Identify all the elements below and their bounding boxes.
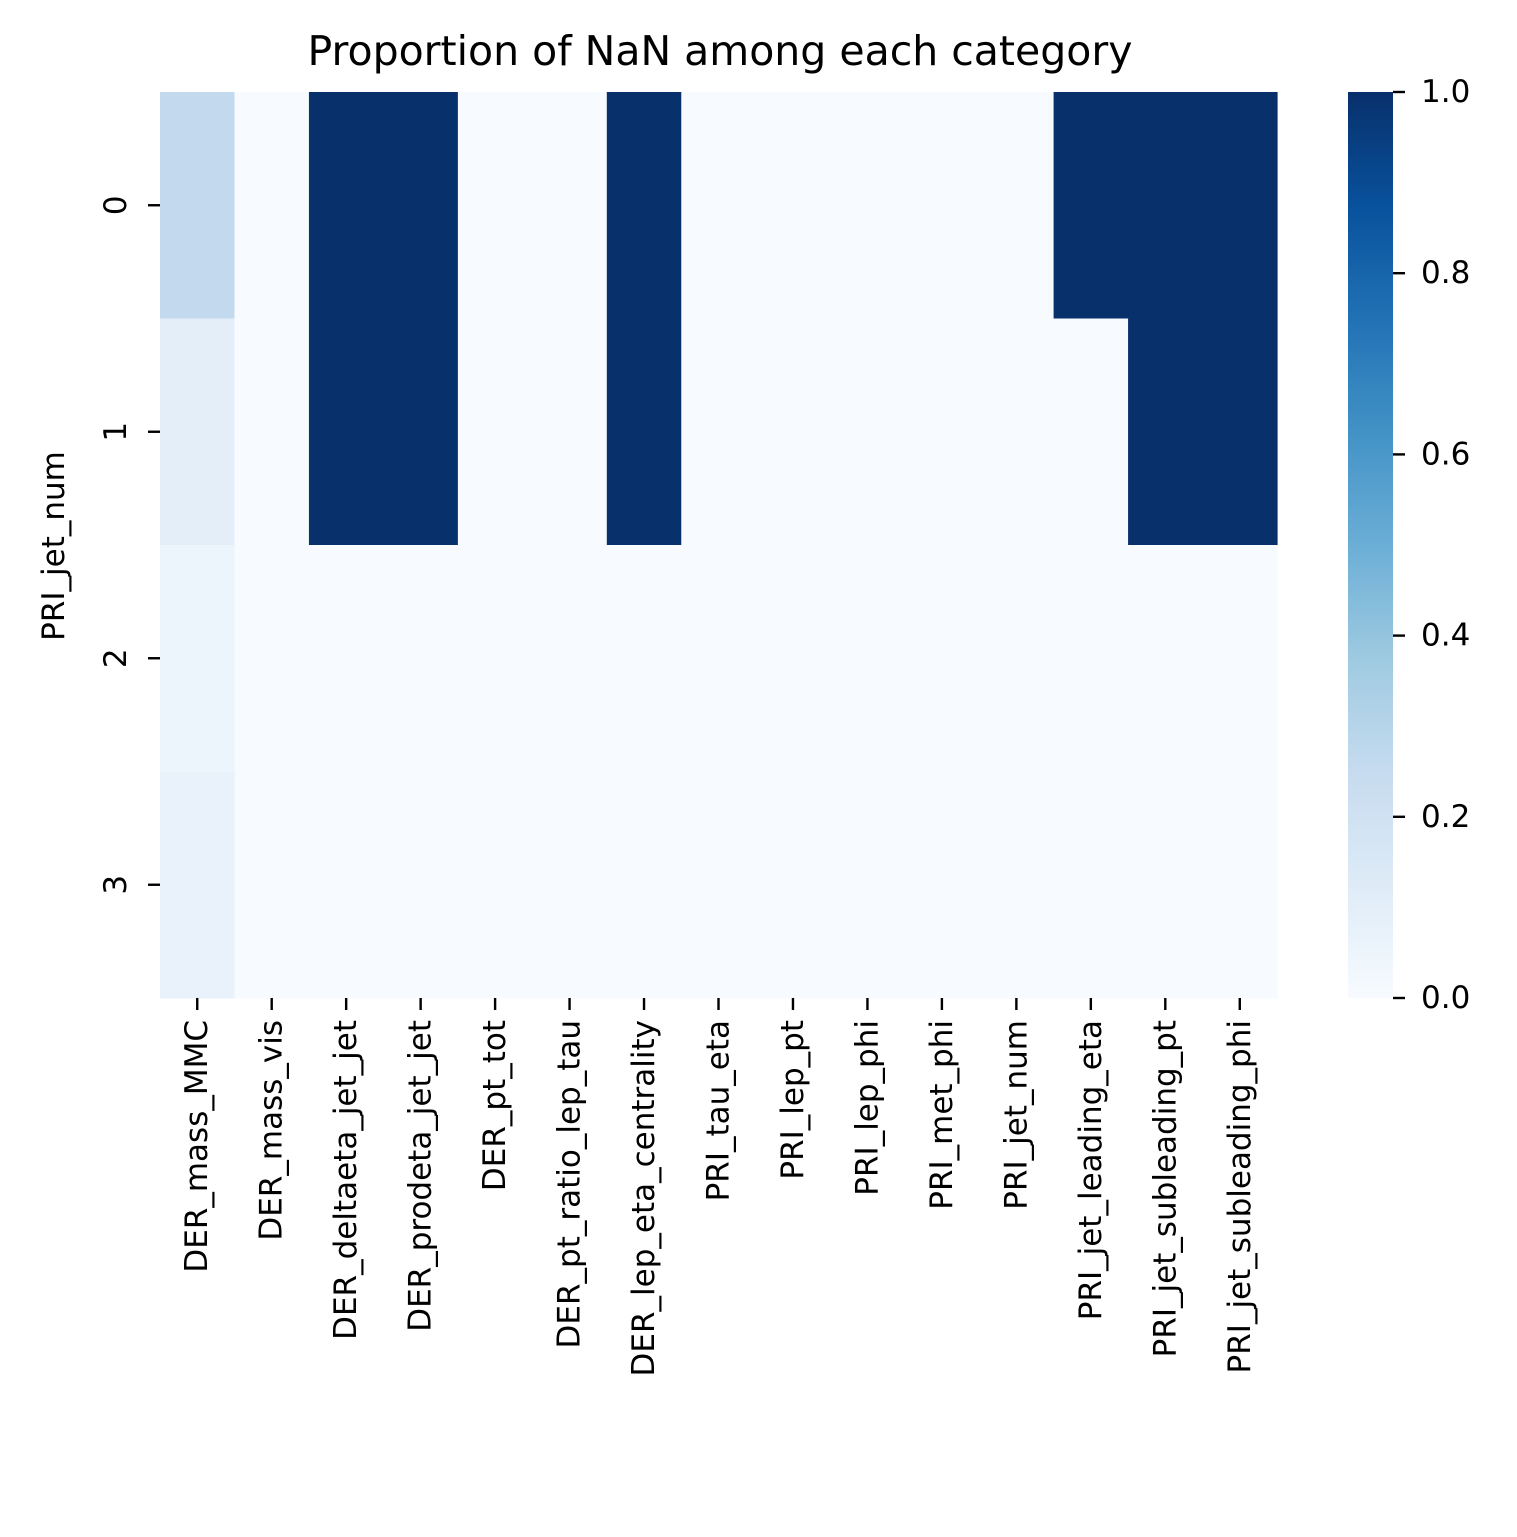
heatmap-cell bbox=[308, 771, 384, 999]
heatmap-cell bbox=[1202, 545, 1278, 773]
heatmap-cell bbox=[904, 92, 980, 320]
heatmap-cell bbox=[457, 545, 533, 773]
x-tick-label: PRI_jet_subleading_pt bbox=[1147, 1020, 1183, 1357]
heatmap-cell bbox=[234, 771, 310, 999]
colorbar-tick-label: 0.6 bbox=[1421, 436, 1470, 472]
heatmap-cell bbox=[234, 318, 310, 546]
x-tick-label: DER_deltaeta_jet_jet bbox=[328, 1020, 364, 1340]
y-axis-label: PRI_jet_num bbox=[36, 451, 72, 641]
x-tick-label: DER_mass_MMC bbox=[179, 1020, 215, 1273]
heatmap-cell bbox=[160, 545, 236, 773]
heatmap-cell bbox=[1128, 771, 1204, 999]
heatmap-cell bbox=[830, 545, 906, 773]
heatmap-cell bbox=[160, 771, 236, 999]
x-tick-label: PRI_jet_num bbox=[998, 1020, 1034, 1210]
heatmap-cell bbox=[1053, 771, 1129, 999]
chart-title: Proportion of NaN among each category bbox=[308, 27, 1133, 75]
x-tick-label: PRI_jet_leading_eta bbox=[1073, 1020, 1109, 1320]
heatmap-cell bbox=[606, 771, 682, 999]
heatmap-cell bbox=[755, 92, 831, 320]
heatmap-cell bbox=[1202, 318, 1278, 546]
heatmap-cell bbox=[830, 92, 906, 320]
heatmap-cell bbox=[457, 318, 533, 546]
heatmap-cell bbox=[383, 545, 459, 773]
y-tick-label: 2 bbox=[98, 648, 134, 668]
heatmap-cell bbox=[1128, 318, 1204, 546]
colorbar-tick-label: 0.4 bbox=[1421, 618, 1470, 654]
heatmap-cell bbox=[606, 545, 682, 773]
x-tick-label: PRI_lep_pt bbox=[775, 1020, 811, 1180]
heatmap-cell bbox=[606, 92, 682, 320]
heatmap-cell bbox=[1128, 545, 1204, 773]
heatmap-cell bbox=[979, 771, 1055, 999]
heatmap-cell bbox=[308, 545, 384, 773]
heatmap-cell bbox=[979, 318, 1055, 546]
x-tick-label: PRI_jet_subleading_phi bbox=[1222, 1020, 1258, 1373]
heatmap-cell bbox=[755, 318, 831, 546]
heatmap-cell bbox=[532, 545, 608, 773]
heatmap-cell bbox=[1202, 771, 1278, 999]
y-tick-label: 3 bbox=[98, 875, 134, 895]
x-tick-label: DER_prodeta_jet_jet bbox=[403, 1020, 439, 1332]
heatmap-cell bbox=[308, 318, 384, 546]
heatmap-cell bbox=[904, 318, 980, 546]
heatmap-cell bbox=[532, 771, 608, 999]
heatmap-cell bbox=[532, 318, 608, 546]
heatmap-cell bbox=[234, 545, 310, 773]
heatmap-cell bbox=[160, 92, 236, 320]
heatmap-cell bbox=[457, 92, 533, 320]
heatmap-cell bbox=[383, 318, 459, 546]
heatmap-cell bbox=[308, 92, 384, 320]
heatmap-cell bbox=[681, 318, 757, 546]
colorbar-tick-label: 0.0 bbox=[1421, 980, 1470, 1016]
heatmap-cell bbox=[234, 92, 310, 320]
colorbar-tick-label: 1.0 bbox=[1421, 74, 1470, 110]
heatmap-cell bbox=[979, 545, 1055, 773]
heatmap-cell bbox=[1053, 318, 1129, 546]
heatmap-cell bbox=[681, 545, 757, 773]
y-axis: 0 1 2 3 bbox=[98, 195, 160, 895]
x-tick-label: PRI_met_phi bbox=[924, 1020, 960, 1210]
heatmap-cell bbox=[1202, 92, 1278, 320]
colorbar-axis: 0.0 0.2 0.4 0.6 0.8 1.0 bbox=[1393, 74, 1470, 1016]
x-tick-label: PRI_tau_eta bbox=[701, 1020, 737, 1201]
heatmap-cell bbox=[383, 92, 459, 320]
y-tick-label: 0 bbox=[98, 195, 134, 215]
heatmap-cell bbox=[1053, 92, 1129, 320]
colorbar-tick-label: 0.8 bbox=[1421, 255, 1470, 291]
heatmap-cell bbox=[979, 92, 1055, 320]
x-tick-label: DER_mass_vis bbox=[254, 1020, 290, 1241]
heatmap-cells bbox=[160, 92, 1278, 999]
heatmap-cell bbox=[904, 545, 980, 773]
heatmap-cell bbox=[755, 771, 831, 999]
heatmap-cell bbox=[457, 771, 533, 999]
x-tick-label: DER_lep_eta_centrality bbox=[626, 1020, 662, 1376]
heatmap-cell bbox=[755, 545, 831, 773]
heatmap-cell bbox=[160, 318, 236, 546]
x-axis: DER_mass_MMC DER_mass_vis DER_deltaeta_jet… bbox=[179, 998, 1258, 1376]
x-tick-label: DER_pt_tot bbox=[477, 1020, 513, 1191]
heatmap-cell bbox=[830, 771, 906, 999]
heatmap-cell bbox=[904, 771, 980, 999]
heatmap-cell bbox=[1053, 545, 1129, 773]
y-tick-label: 1 bbox=[98, 422, 134, 442]
heatmap-cell bbox=[383, 771, 459, 999]
colorbar bbox=[1348, 92, 1393, 998]
heatmap-cell bbox=[606, 318, 682, 546]
x-tick-label: DER_pt_ratio_lep_tau bbox=[552, 1020, 588, 1348]
colorbar-tick-label: 0.2 bbox=[1421, 799, 1470, 835]
x-tick-label: PRI_lep_phi bbox=[849, 1020, 885, 1196]
heatmap-cell bbox=[1128, 92, 1204, 320]
heatmap-cell bbox=[681, 771, 757, 999]
heatmap-cell bbox=[681, 92, 757, 320]
heatmap-cell bbox=[830, 318, 906, 546]
heatmap-cell bbox=[532, 92, 608, 320]
